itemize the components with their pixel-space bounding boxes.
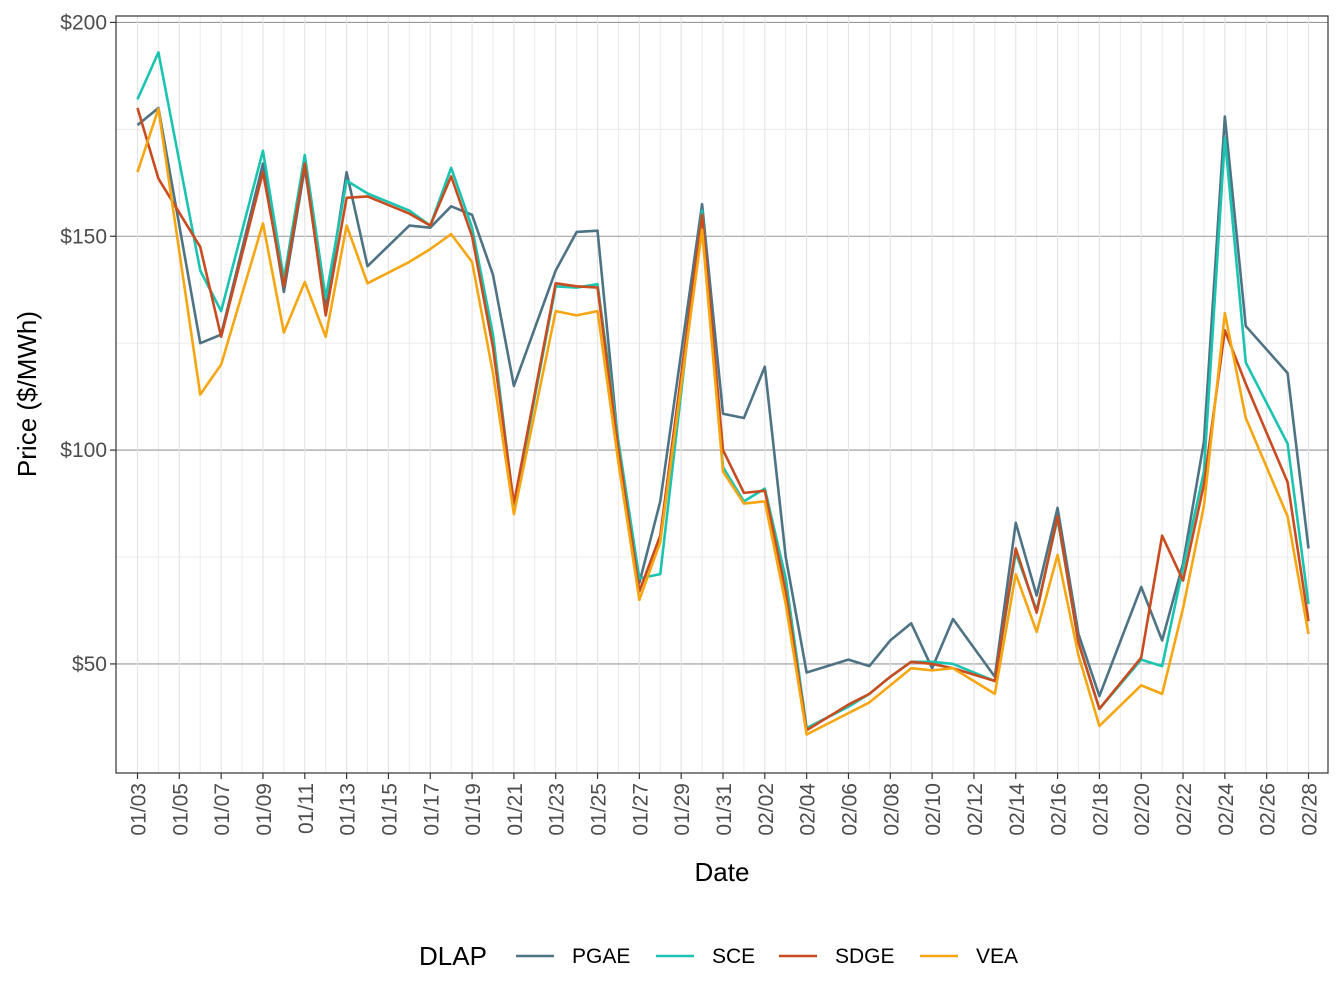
x-tick-label: 01/15 — [378, 783, 401, 836]
x-tick-label: 01/23 — [546, 783, 569, 836]
x-tick-label: 01/11 — [295, 783, 318, 834]
x-tick-label: 02/12 — [964, 783, 987, 836]
x-tick-label: 01/29 — [671, 783, 694, 836]
series-line-vea — [136, 107, 1310, 736]
legend-item-sdge: SDGE — [779, 945, 895, 968]
series-line-sdge — [136, 107, 1310, 732]
legend-item-vea: VEA — [920, 945, 1018, 968]
legend-title: DLAP — [419, 941, 487, 971]
x-tick-label: 01/13 — [337, 783, 360, 836]
y-tick-label: $50 — [72, 653, 107, 676]
legend-label-sce: SCE — [712, 945, 755, 968]
x-axis-title: Date — [695, 857, 750, 887]
x-tick-label: 02/02 — [755, 783, 778, 836]
y-tick-label: $200 — [60, 11, 107, 34]
legend-label-pgae: PGAE — [572, 945, 630, 968]
x-tick-label: 02/28 — [1299, 783, 1322, 836]
x-tick-label: 01/21 — [504, 783, 527, 836]
x-tick-label: 02/08 — [880, 783, 903, 836]
x-tick-label: 02/24 — [1215, 783, 1238, 836]
legend-label-sdge: SDGE — [835, 945, 895, 968]
x-tick-label: 02/26 — [1257, 783, 1280, 836]
x-tick-label: 02/18 — [1089, 783, 1112, 836]
x-tick-label: 02/20 — [1131, 783, 1154, 836]
x-tick-label: 01/05 — [169, 783, 192, 836]
minor-grid-y — [116, 128, 1328, 558]
x-tick-label: 02/16 — [1048, 783, 1071, 836]
x-tick-label: 01/17 — [420, 783, 443, 836]
x-tick-label: 02/14 — [1006, 783, 1029, 836]
plot-panel-border — [115, 15, 1329, 774]
x-tick-label: 02/06 — [838, 783, 861, 836]
series-lines — [136, 51, 1310, 736]
x-tick-label: 02/04 — [797, 783, 820, 836]
x-tick-label: 02/22 — [1173, 783, 1196, 836]
x-tick-label: 02/10 — [922, 783, 945, 836]
x-tick-label: 01/25 — [588, 783, 611, 836]
y-tick-label: $150 — [60, 225, 107, 248]
x-tick-label: 01/19 — [462, 783, 485, 836]
x-tick-label: 01/27 — [629, 783, 652, 836]
legend: DLAP PGAE SCE SDGE VEA — [419, 941, 1018, 971]
y-tick-label: $100 — [60, 439, 107, 462]
legend-label-vea: VEA — [976, 945, 1018, 968]
x-tick-label: 01/03 — [128, 783, 151, 836]
y-axis-title: Price ($/MWh) — [12, 311, 42, 477]
x-tick-label: 01/09 — [253, 783, 276, 836]
legend-item-pgae: PGAE — [516, 945, 630, 968]
legend-item-sce: SCE — [656, 945, 755, 968]
x-tick-label: 01/07 — [211, 783, 234, 836]
x-axis: 01/03 01/05 01/07 01/09 01/11 01/13 01/15 01/17… — [128, 773, 1322, 836]
x-tick-label: 01/31 — [713, 783, 736, 836]
y-axis: $50 $100 $150 $200 — [60, 11, 116, 676]
